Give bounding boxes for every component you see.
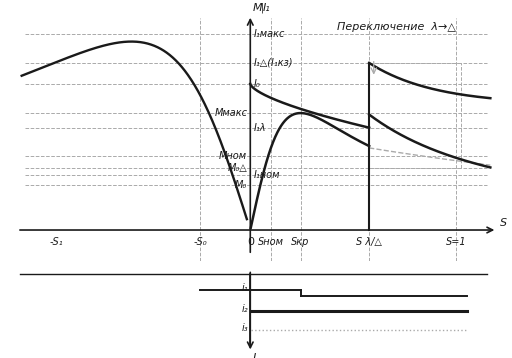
Text: I₀: I₀	[253, 79, 260, 89]
Text: Sкр: Sкр	[291, 237, 310, 247]
Text: S λ/△: S λ/△	[356, 237, 382, 247]
Text: i₁: i₁	[241, 283, 248, 293]
Text: I₁: I₁	[263, 3, 271, 13]
Text: -S₁: -S₁	[49, 237, 63, 247]
Text: 0: 0	[247, 237, 254, 247]
Text: I: I	[252, 353, 256, 358]
Text: S=1: S=1	[446, 237, 466, 247]
Text: Mмакс: Mмакс	[215, 108, 247, 118]
Text: M: M	[252, 3, 262, 13]
Text: i₃: i₃	[241, 323, 248, 333]
Text: Mном: Mном	[219, 151, 247, 161]
Text: I₁△(I₁кз): I₁△(I₁кз)	[253, 58, 293, 68]
Text: Sном: Sном	[258, 237, 284, 247]
Text: M₀: M₀	[235, 180, 247, 190]
Text: Переключение  λ→△: Переключение λ→△	[337, 23, 456, 33]
Text: |: |	[261, 3, 264, 13]
Text: I₁макс: I₁макс	[253, 29, 285, 39]
Text: S: S	[500, 218, 506, 228]
Text: -S₀: -S₀	[193, 237, 207, 247]
Text: i₂: i₂	[241, 304, 248, 314]
Text: M₀△: M₀△	[227, 163, 247, 173]
Text: I₁ном: I₁ном	[253, 170, 280, 180]
Text: I₁λ: I₁λ	[253, 123, 266, 133]
